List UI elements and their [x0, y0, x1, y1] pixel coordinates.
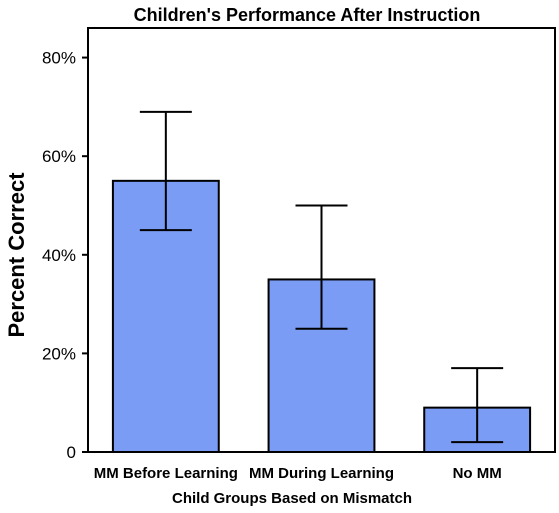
plot-area: 0 20% 40% 60% 80% MM Before Learning MM During… [42, 27, 556, 482]
x-tick-label: MM Before Learning [94, 465, 238, 482]
y-tick-label: 80% [42, 49, 76, 68]
y-axis-label: Percent Correct [4, 172, 29, 338]
y-tick-label: 20% [42, 344, 76, 363]
y-tick-label: 0 [67, 443, 76, 462]
x-tick-label: MM During Learning [249, 465, 394, 482]
x-axis-label: Child Groups Based on Mismatch [172, 490, 412, 507]
y-tick-label: 60% [42, 147, 76, 166]
chart-title: Children's Performance After Instruction [134, 5, 481, 25]
y-tick-label: 40% [42, 246, 76, 265]
x-tick-label: No MM [453, 465, 502, 482]
